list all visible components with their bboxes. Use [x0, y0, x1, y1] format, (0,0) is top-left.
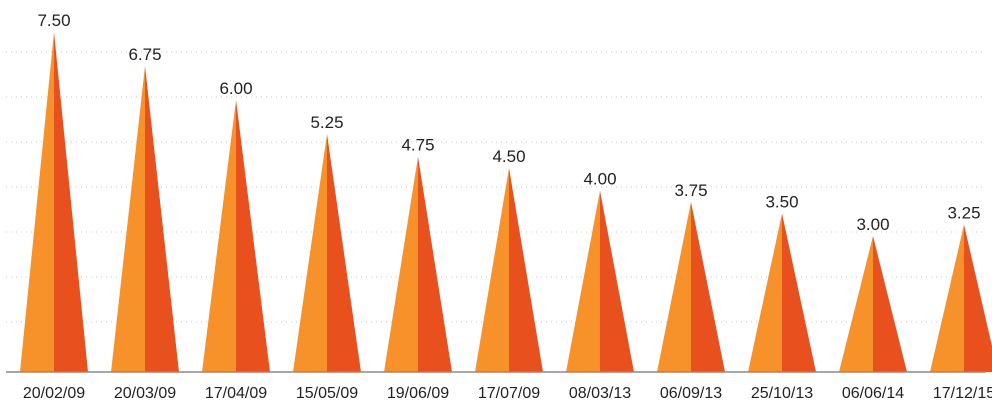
x-tick-label-7: 08/03/13	[569, 385, 631, 402]
x-tick-label-1: 20/02/09	[23, 385, 85, 402]
x-tick-label-10: 06/06/14	[842, 385, 904, 402]
triangle-bar-8	[657, 202, 725, 372]
value-label-8: 3.75	[674, 181, 707, 200]
x-tick-label-2: 20/03/09	[114, 385, 176, 402]
triangle-bar-10-left-face	[839, 236, 873, 372]
value-label-3: 6.00	[219, 79, 252, 98]
triangle-bar-1-left-face	[20, 32, 54, 372]
triangle-bar-1	[20, 32, 88, 372]
bar-series	[20, 32, 992, 372]
triangle-bar-9-right-face	[782, 213, 816, 372]
x-tick-label-9: 25/10/13	[751, 385, 813, 402]
value-label-7: 4.00	[583, 170, 616, 189]
triangle-bar-4-left-face	[293, 134, 327, 372]
value-label-1: 7.50	[37, 11, 70, 30]
triangle-bar-7	[566, 190, 634, 372]
triangle-bar-11	[930, 224, 992, 372]
x-tick-label-5: 19/06/09	[387, 385, 449, 402]
triangle-bar-3-left-face	[202, 100, 236, 372]
x-tick-label-4: 15/05/09	[296, 385, 358, 402]
x-tick-label-8: 06/09/13	[660, 385, 722, 402]
triangle-bar-4-right-face	[327, 134, 361, 372]
x-tick-label-11: 17/12/15	[933, 385, 992, 402]
triangle-bar-8-right-face	[691, 202, 725, 372]
triangle-bar-7-left-face	[566, 190, 600, 372]
value-label-10: 3.00	[856, 215, 889, 234]
triangle-bar-9	[748, 213, 816, 372]
x-tick-label-3: 17/04/09	[205, 385, 267, 402]
x-tick-labels: 20/02/09 20/03/09 17/04/09 15/05/09 19/06/09…	[23, 385, 992, 402]
x-tick-label-6: 17/07/09	[478, 385, 540, 402]
triangle-bar-3-right-face	[236, 100, 270, 372]
value-label-2: 6.75	[128, 45, 161, 64]
triangle-bar-9-left-face	[748, 213, 782, 372]
triangle-bar-11-right-face	[964, 224, 992, 372]
value-label-6: 4.50	[492, 147, 525, 166]
triangle-bar-11-left-face	[930, 224, 964, 372]
triangle-bar-5-right-face	[418, 156, 452, 372]
triangle-bar-6-left-face	[475, 168, 509, 372]
triangle-bar-10-right-face	[873, 236, 907, 372]
triangle-bar-2-left-face	[111, 66, 145, 372]
triangle-bar-3	[202, 100, 270, 372]
triangle-bar-5	[384, 156, 452, 372]
value-label-5: 4.75	[401, 136, 434, 155]
triangle-bar-8-left-face	[657, 202, 691, 372]
triangle-bar-2-right-face	[145, 66, 179, 372]
triangle-bar-6	[475, 168, 543, 372]
triangle-bar-10	[839, 236, 907, 372]
triangle-bar-4	[293, 134, 361, 372]
value-labels: 7.50 6.75 6.00 5.25 4.75 4.50 4.00 3.75 3.50 3.00…	[37, 11, 980, 234]
triangle-bar-1-right-face	[54, 32, 88, 372]
value-label-4: 5.25	[310, 113, 343, 132]
triangle-bar-6-right-face	[509, 168, 543, 372]
value-label-11: 3.25	[947, 204, 980, 223]
triangle-bar-2	[111, 66, 179, 372]
triangle-bar-7-right-face	[600, 190, 634, 372]
value-label-9: 3.50	[765, 192, 798, 211]
triangle-bar-5-left-face	[384, 156, 418, 372]
